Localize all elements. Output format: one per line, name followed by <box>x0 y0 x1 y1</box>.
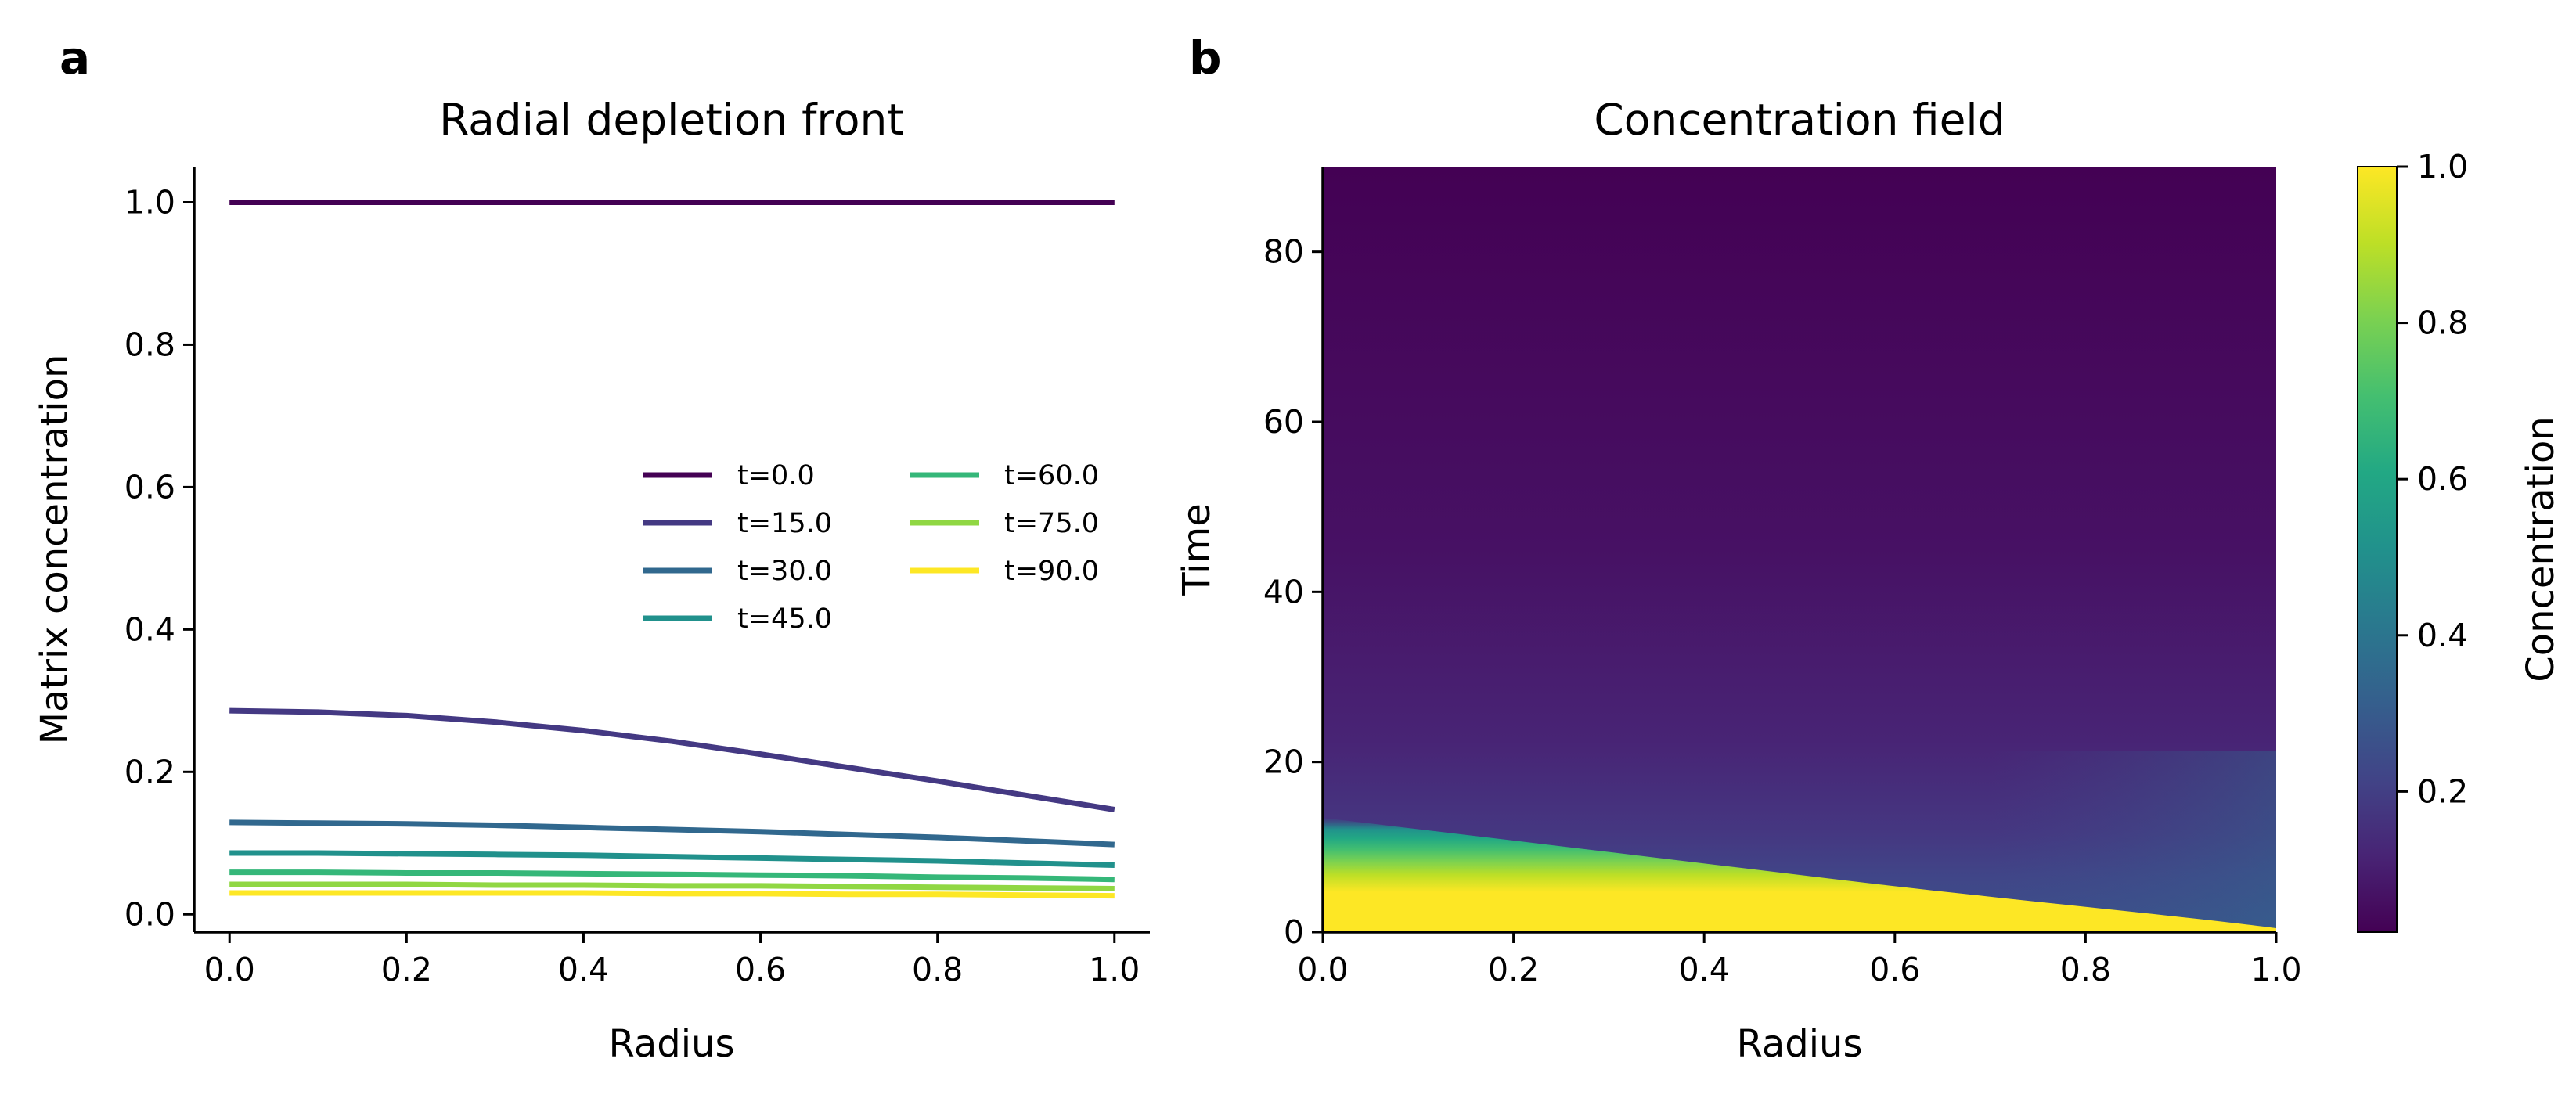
panel-a-y-ticks: 0.0 0.2 0.4 0.6 0.8 1.0 <box>124 183 194 933</box>
panel-a-x-label: Radius <box>609 1022 735 1066</box>
colorbar <box>2357 166 2398 933</box>
legend-entry: t=30.0 <box>643 556 832 587</box>
colorbar-tick-label: 1.0 <box>2417 148 2468 185</box>
x-tick-label: 0.4 <box>1679 951 1730 988</box>
x-tick-label: 0.8 <box>2060 951 2111 988</box>
x-tick-label: 0.4 <box>558 951 609 988</box>
x-tick-label: 1.0 <box>1089 951 1140 988</box>
legend-entry: t=60.0 <box>910 460 1099 491</box>
y-tick-label: 0.8 <box>124 326 175 363</box>
panel-a-axes <box>193 167 1150 934</box>
series-line-t-45-0 <box>229 850 1115 868</box>
concentration-heatmap <box>1323 167 2276 932</box>
colorbar-ticks: 0.2 0.4 0.6 0.8 1.0 <box>2397 148 2468 810</box>
colorbar-tick-label: 0.2 <box>2417 772 2468 810</box>
legend-label: t=90.0 <box>1004 556 1099 587</box>
legend-entry: t=90.0 <box>910 556 1099 587</box>
legend-label: t=30.0 <box>737 556 832 587</box>
panel-b-axes <box>1321 167 2276 934</box>
panel-a-x-ticks: 0.0 0.2 0.4 0.6 0.8 1.0 <box>204 932 1140 988</box>
y-tick-label: 0.0 <box>124 895 175 933</box>
x-tick-label: 0.0 <box>204 951 255 988</box>
colorbar-tick-label: 0.8 <box>2417 304 2468 342</box>
panel-a-lines <box>229 200 1115 899</box>
legend-entry: t=0.0 <box>643 460 815 491</box>
legend-label: t=60.0 <box>1004 460 1099 491</box>
legend-label: t=15.0 <box>737 508 832 539</box>
y-tick-label: 60 <box>1263 403 1304 441</box>
panel-a-legend: t=0.0 t=15.0 t=30.0 t=45.0 t=60.0 t=75.0 t=90.… <box>643 460 1099 635</box>
heatmap-depletion-front <box>1323 818 2276 932</box>
legend-label: t=45.0 <box>737 603 832 635</box>
x-tick-label: 0.0 <box>1297 951 1348 988</box>
series-line-t-90-0 <box>229 890 1115 899</box>
y-tick-label: 20 <box>1263 743 1304 781</box>
panel-b-x-label: Radius <box>1737 1022 1863 1066</box>
panel-b-y-label: Time <box>1175 503 1219 596</box>
panel-b-title: Concentration field <box>1594 95 2005 145</box>
x-tick-label: 0.6 <box>1869 951 1920 988</box>
x-tick-label: 0.8 <box>912 951 963 988</box>
x-tick-label: 1.0 <box>2250 951 2301 988</box>
series-line-t-60-0 <box>229 869 1115 883</box>
panel-a-y-label: Matrix concentration <box>33 355 77 745</box>
y-tick-label: 0.6 <box>124 468 175 506</box>
y-tick-label: 0 <box>1284 913 1304 951</box>
series-line-t-75-0 <box>229 881 1115 891</box>
x-tick-label: 0.2 <box>1488 951 1539 988</box>
colorbar-label: Concentration <box>2519 416 2563 682</box>
y-tick-label: 0.2 <box>124 753 175 790</box>
colorbar-tick-label: 0.4 <box>2417 617 2468 654</box>
legend-entry: t=15.0 <box>643 508 832 539</box>
x-tick-label: 0.6 <box>735 951 786 988</box>
y-tick-label: 80 <box>1263 233 1304 271</box>
panel-b-x-ticks: 0.0 0.2 0.4 0.6 0.8 1.0 <box>1297 932 2302 988</box>
series-line-t-15-0 <box>229 707 1115 812</box>
y-tick-label: 40 <box>1263 573 1304 610</box>
panel-b-y-ticks: 0 20 40 60 80 <box>1263 233 1323 951</box>
legend-label: t=75.0 <box>1004 508 1099 539</box>
series-line-t-30-0 <box>229 819 1115 848</box>
y-tick-label: 0.4 <box>124 610 175 648</box>
legend-label: t=0.0 <box>737 460 815 491</box>
legend-entry: t=75.0 <box>910 508 1099 539</box>
panel-b-letter: b <box>1189 31 1222 85</box>
colorbar-tick-label: 0.6 <box>2417 460 2468 498</box>
x-tick-label: 0.2 <box>381 951 432 988</box>
panel-a-letter: a <box>59 31 90 85</box>
panel-a-title: Radial depletion front <box>439 95 904 145</box>
legend-entry: t=45.0 <box>643 603 832 635</box>
y-tick-label: 1.0 <box>124 183 175 221</box>
